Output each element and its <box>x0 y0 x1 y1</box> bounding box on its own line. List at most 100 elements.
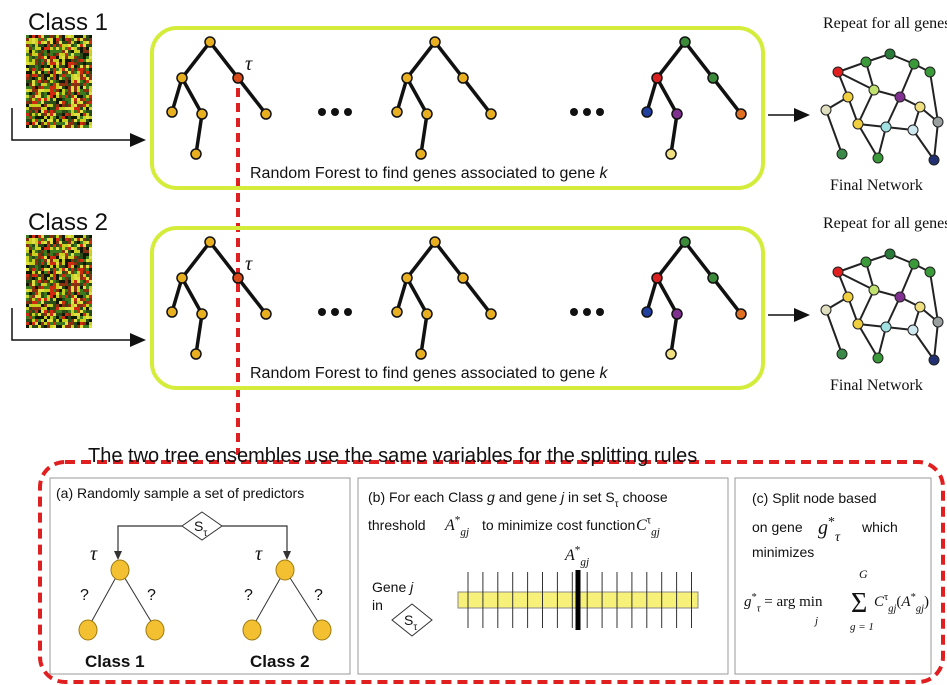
heatmap-cell <box>41 89 44 92</box>
heatmap-cell <box>83 47 86 50</box>
heatmap-cell <box>71 89 74 92</box>
tree-node <box>736 309 746 319</box>
heatmap-cell <box>83 68 86 71</box>
heatmap-cell <box>71 241 74 244</box>
heatmap-cell <box>83 74 86 77</box>
heatmap-cell <box>29 125 32 128</box>
heatmap-cell <box>53 280 56 283</box>
heatmap-cell <box>56 298 59 301</box>
heatmap-cell <box>38 59 41 62</box>
heatmap-cell <box>38 110 41 113</box>
heatmap-cell <box>38 247 41 250</box>
heatmap-cell <box>44 244 47 247</box>
heatmap-cell <box>86 259 89 262</box>
heatmap-cell <box>89 262 92 265</box>
heatmap-cell <box>89 301 92 304</box>
heatmap-cell <box>62 265 65 268</box>
heatmap-cell <box>44 304 47 307</box>
heatmap-cell <box>80 274 83 277</box>
heatmap-cell <box>38 286 41 289</box>
heatmap-cell <box>83 80 86 83</box>
heatmap-cell <box>68 116 71 119</box>
heatmap-cell <box>56 310 59 313</box>
heatmap-cell <box>71 262 74 265</box>
heatmap-cell <box>71 298 74 301</box>
heatmap-cell <box>83 35 86 38</box>
heatmap-cell <box>59 35 62 38</box>
heatmap-cell <box>59 316 62 319</box>
heatmap-cell <box>26 271 29 274</box>
repeat-label: Repeat for all genes <box>823 215 947 232</box>
heatmap-cell <box>65 241 68 244</box>
heatmap-cell <box>50 68 53 71</box>
network-edge <box>858 324 878 358</box>
heatmap-cell <box>68 86 71 89</box>
heatmap-cell <box>35 268 38 271</box>
heatmap-cell <box>26 307 29 310</box>
heatmap-cell <box>35 319 38 322</box>
heatmap-cell <box>47 98 50 101</box>
heatmap-cell <box>74 298 77 301</box>
tree-node <box>276 560 294 580</box>
heatmap-cell <box>71 95 74 98</box>
heatmap-cell <box>89 62 92 65</box>
network-node <box>873 153 883 163</box>
heatmap-cell <box>50 316 53 319</box>
heatmap-cell <box>53 244 56 247</box>
heatmap-cell <box>26 119 29 122</box>
heatmap-cell <box>47 47 50 50</box>
heatmap-cell <box>80 122 83 125</box>
heatmap-cell <box>38 122 41 125</box>
network-node <box>915 302 925 312</box>
heatmap-cell <box>77 53 80 56</box>
heatmap-cell <box>38 238 41 241</box>
heatmap-cell <box>68 98 71 101</box>
heatmap-cell <box>56 89 59 92</box>
heatmap-cell <box>86 119 89 122</box>
heatmap-cell <box>26 38 29 41</box>
heatmap-cell <box>77 44 80 47</box>
panel-c-which: which <box>861 519 898 535</box>
heatmap-cell <box>89 71 92 74</box>
heatmap-cell <box>89 119 92 122</box>
heatmap-cell <box>35 256 38 259</box>
heatmap-cell <box>53 98 56 101</box>
heatmap-cell <box>38 298 41 301</box>
heatmap-cell <box>62 298 65 301</box>
heatmap-cell <box>47 77 50 80</box>
heatmap-cell <box>68 119 71 122</box>
heatmap-cell <box>29 77 32 80</box>
heatmap-cell <box>59 256 62 259</box>
heatmap-cell <box>65 289 68 292</box>
heatmap-cell <box>53 292 56 295</box>
heatmap-cell <box>68 80 71 83</box>
heatmap-cell <box>38 101 41 104</box>
tree-node <box>392 307 402 317</box>
heatmap-cell <box>80 65 83 68</box>
tree-node <box>205 237 215 247</box>
network-edge <box>930 72 938 122</box>
text-run: Random Forest to find genes associated t… <box>250 365 600 382</box>
heatmap-cell <box>41 80 44 83</box>
heatmap-cell <box>86 316 89 319</box>
heatmap-cell <box>89 41 92 44</box>
heatmap-cell <box>80 101 83 104</box>
heatmap-cell <box>35 101 38 104</box>
heatmap-cell <box>44 89 47 92</box>
heatmap-cell <box>80 44 83 47</box>
heatmap-cell <box>65 107 68 110</box>
heatmap-cell <box>50 95 53 98</box>
heatmap-cell <box>44 313 47 316</box>
heatmap-cell <box>41 95 44 98</box>
heatmap-cell <box>32 256 35 259</box>
tree-node <box>430 37 440 47</box>
tau-label: τ <box>90 543 98 565</box>
heatmap-cell <box>35 71 38 74</box>
heatmap-cell <box>47 92 50 95</box>
heatmap-cell <box>35 98 38 101</box>
heatmap-cell <box>47 86 50 89</box>
heatmap-cell <box>47 283 50 286</box>
heatmap-cell <box>35 80 38 83</box>
tree-node <box>652 273 662 283</box>
heatmap-cell <box>65 316 68 319</box>
